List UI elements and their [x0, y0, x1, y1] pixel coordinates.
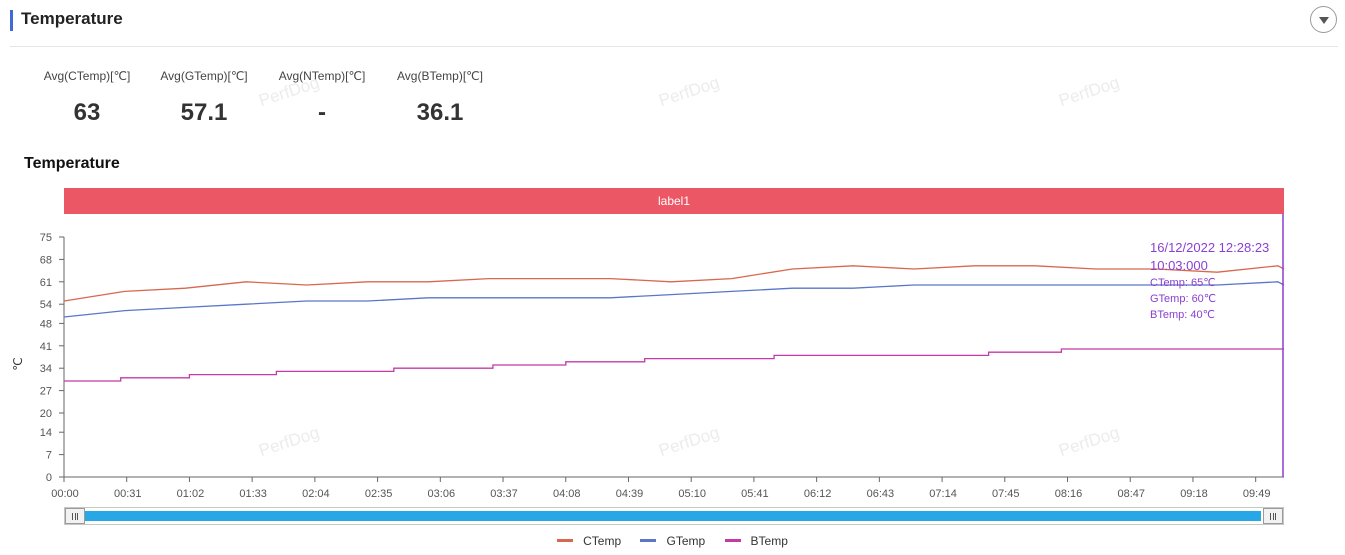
y-tick-label: 20	[40, 408, 52, 420]
y-tick-label: 14	[40, 427, 52, 439]
chart-tooltip: 16/12/2022 12:28:23 10:03:000 CTemp: 65℃…	[1150, 239, 1269, 323]
y-tick-label: 68	[40, 254, 52, 266]
series-line-btemp	[64, 348, 1284, 382]
y-tick-label: 61	[40, 277, 52, 289]
stat-gtemp: Avg(GTemp)[℃] 57.1	[145, 69, 263, 127]
x-tick-label: 00:00	[51, 488, 79, 500]
y-tick-label: 7	[46, 450, 52, 462]
tooltip-time: 10:03:000	[1150, 258, 1208, 273]
x-tick-label: 02:35	[365, 488, 393, 500]
stat-value: 63	[73, 99, 101, 126]
y-tick-label: 27	[40, 386, 52, 398]
stat-label: Avg(CTemp)[℃]	[43, 69, 131, 83]
chart-title: Temperature	[24, 155, 120, 172]
x-tick-label: 06:43	[867, 488, 895, 500]
collapse-button[interactable]	[1310, 6, 1337, 33]
y-tick-label: 34	[40, 363, 52, 375]
y-tick-label: 54	[40, 299, 52, 311]
legend-swatch	[557, 539, 574, 542]
tooltip-btemp: BTemp: 40℃	[1150, 309, 1215, 321]
legend-label: BTemp	[750, 533, 788, 548]
x-tick-label: 07:45	[992, 488, 1020, 500]
label-bar[interactable]: label1	[64, 188, 1284, 214]
legend-item-gtemp[interactable]: GTemp	[640, 534, 705, 548]
x-tick-label: 05:41	[741, 488, 769, 500]
x-tick-label: 01:02	[177, 488, 205, 500]
stat-label: Avg(NTemp)[℃]	[278, 69, 366, 83]
stat-value: 57.1	[180, 99, 228, 126]
tooltip-gtemp: GTemp: 60℃	[1150, 293, 1217, 305]
tooltip-date: 16/12/2022 12:28:23	[1150, 240, 1270, 255]
zoom-handle-right[interactable]	[1263, 508, 1283, 524]
x-tick-label: 08:16	[1055, 488, 1083, 500]
y-tick-label: 0	[46, 472, 52, 484]
series-line-gtemp	[63, 281, 1285, 318]
x-tick-label: 07:14	[929, 488, 957, 500]
section-header: Temperature	[10, 6, 1338, 47]
section-title: Temperature	[21, 9, 123, 28]
y-tick-label: 75	[40, 232, 52, 244]
x-tick-label: 03:37	[490, 488, 518, 500]
legend-swatch	[724, 539, 741, 542]
x-tick-label: 06:12	[804, 488, 832, 500]
stat-value: -	[318, 99, 326, 126]
x-tick-label: 00:31	[114, 488, 142, 500]
chart-legend: CTemp GTemp BTemp	[0, 531, 1345, 548]
x-tick-label: 04:08	[553, 488, 581, 500]
stat-ctemp: Avg(CTemp)[℃] 63	[28, 69, 146, 127]
stat-label: Avg(GTemp)[℃]	[160, 69, 248, 83]
x-tick-label: 09:49	[1243, 488, 1271, 500]
stat-btemp: Avg(BTemp)[℃] 36.1	[381, 69, 499, 127]
header-accent-bar	[10, 10, 13, 31]
y-axis-unit: ℃	[11, 357, 25, 370]
x-tick-label: 05:10	[678, 488, 706, 500]
legend-label: GTemp	[666, 533, 706, 548]
x-tick-label: 03:06	[428, 488, 456, 500]
legend-item-ctemp[interactable]: CTemp	[557, 534, 621, 548]
grip-icon	[72, 513, 78, 520]
y-tick-label: 48	[40, 318, 52, 330]
series-line-ctemp	[63, 265, 1285, 302]
zoom-handle-left[interactable]	[65, 508, 85, 524]
x-tick-label: 02:04	[302, 488, 330, 500]
x-tick-label: 04:39	[616, 488, 644, 500]
tooltip-ctemp: CTemp: 65℃	[1150, 277, 1216, 289]
y-tick-label: 41	[40, 341, 52, 353]
legend-swatch	[640, 539, 657, 542]
x-tick-label: 08:47	[1117, 488, 1145, 500]
stat-value: 36.1	[416, 99, 464, 126]
zoom-range-fill[interactable]	[85, 511, 1261, 521]
grip-icon	[1270, 513, 1276, 520]
legend-label: CTemp	[583, 533, 622, 548]
zoom-scrollbar[interactable]	[64, 507, 1284, 525]
x-tick-label: 09:18	[1180, 488, 1208, 500]
legend-item-btemp[interactable]: BTemp	[724, 533, 788, 548]
stat-label: Avg(BTemp)[℃]	[397, 69, 483, 83]
x-tick-label: 01:33	[239, 488, 267, 500]
chevron-down-icon	[1319, 17, 1329, 24]
stat-ntemp: Avg(NTemp)[℃] -	[263, 69, 381, 127]
